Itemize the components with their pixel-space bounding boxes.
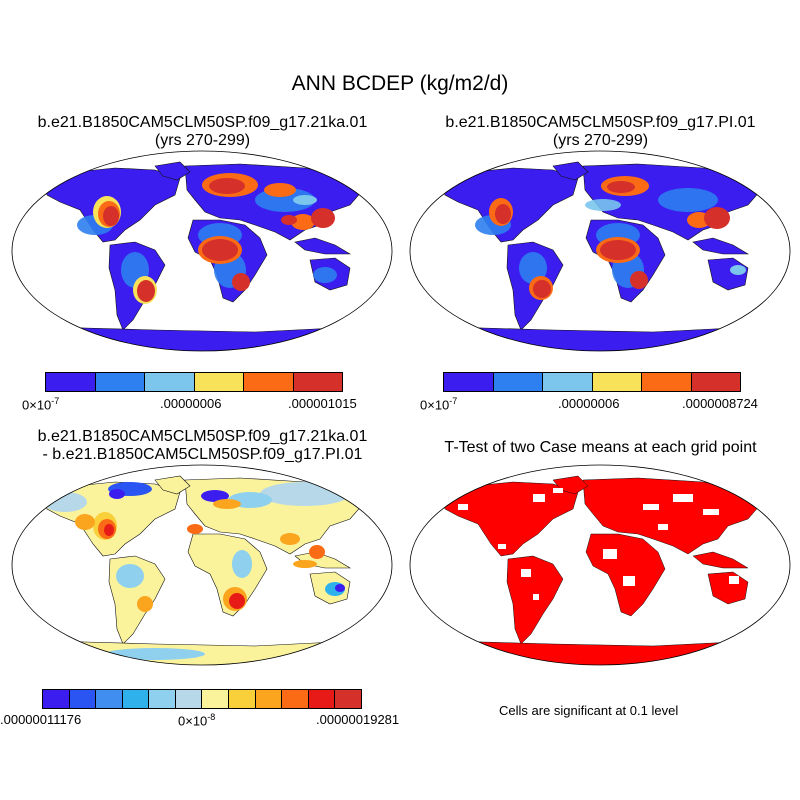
- colorbar-swatch-4: [244, 373, 294, 391]
- colorbar-case1: [45, 372, 343, 392]
- colorbar-case1-right-label: .000001015: [288, 396, 357, 411]
- panel-subtitle-case1: (yrs 270-299): [154, 132, 251, 149]
- colorbar-swatch-2: [543, 373, 593, 391]
- map-ttest: [409, 464, 791, 666]
- colorbar-swatch-8: [255, 690, 283, 708]
- colorbar-diff: [42, 689, 362, 709]
- colorbar-swatch-3: [194, 373, 244, 391]
- colorbar-swatch-0: [444, 373, 494, 391]
- colorbar-case2-right-label: .0000008724: [682, 396, 758, 411]
- panel-title-case2: b.e21.B1850CAM5CLM50SP.f09_g17.PI.01: [445, 114, 756, 131]
- colorbar-swatch-6: [202, 690, 230, 708]
- panel-title-ttest: T-Test of two Case means at each grid po…: [444, 439, 757, 456]
- colorbar-swatch-5: [691, 373, 740, 391]
- colorbar-case2-mid-label: .00000006: [558, 396, 620, 411]
- panel-title-case1: b.e21.B1850CAM5CLM50SP.f09_g17.21ka.01: [37, 114, 368, 131]
- colorbar-diff-mid-label: 0×10-8: [178, 712, 216, 729]
- colorbar-case1-left-label: 0×10-7: [22, 396, 60, 413]
- colorbar-swatch-1: [493, 373, 543, 391]
- colorbar-swatch-1: [69, 690, 97, 708]
- colorbar-swatch-3: [592, 373, 642, 391]
- colorbar-case2: [443, 372, 741, 392]
- colorbar-swatch-0: [43, 690, 70, 708]
- map-case1: [11, 150, 393, 352]
- panel-title-diff: b.e21.B1850CAM5CLM50SP.f09_g17.21ka.01: [37, 428, 368, 445]
- map-diff: [11, 464, 393, 666]
- main-title: ANN BCDEP (kg/m2/d): [291, 72, 509, 95]
- colorbar-case1-mid-label: .00000006: [160, 396, 222, 411]
- colorbar-swatch-10: [308, 690, 336, 708]
- colorbar-swatch-2: [96, 690, 123, 708]
- colorbar-case2-left-label: 0×10-7: [420, 396, 458, 413]
- colorbar-diff-right-label: .00000019281: [316, 712, 400, 727]
- colorbar-swatch-5: [293, 373, 342, 391]
- map-case2: [409, 150, 791, 352]
- significance-note: Cells are significant at 0.1 level: [499, 703, 679, 718]
- colorbar-swatch-9: [282, 690, 309, 708]
- colorbar-swatch-7: [229, 690, 256, 708]
- panel-subtitle-diff: - b.e21.B1850CAM5CLM50SP.f09_g17.PI.01: [42, 446, 363, 463]
- colorbar-swatch-2: [145, 373, 195, 391]
- panel-subtitle-case2: (yrs 270-299): [552, 132, 649, 149]
- colorbar-swatch-4: [149, 690, 176, 708]
- colorbar-swatch-0: [46, 373, 96, 391]
- colorbar-swatch-5: [175, 690, 203, 708]
- colorbar-swatch-1: [95, 373, 145, 391]
- colorbar-diff-left-label: .00000011176: [0, 712, 82, 727]
- colorbar-swatch-11: [335, 690, 361, 708]
- colorbar-swatch-3: [122, 690, 150, 708]
- colorbar-swatch-4: [642, 373, 692, 391]
